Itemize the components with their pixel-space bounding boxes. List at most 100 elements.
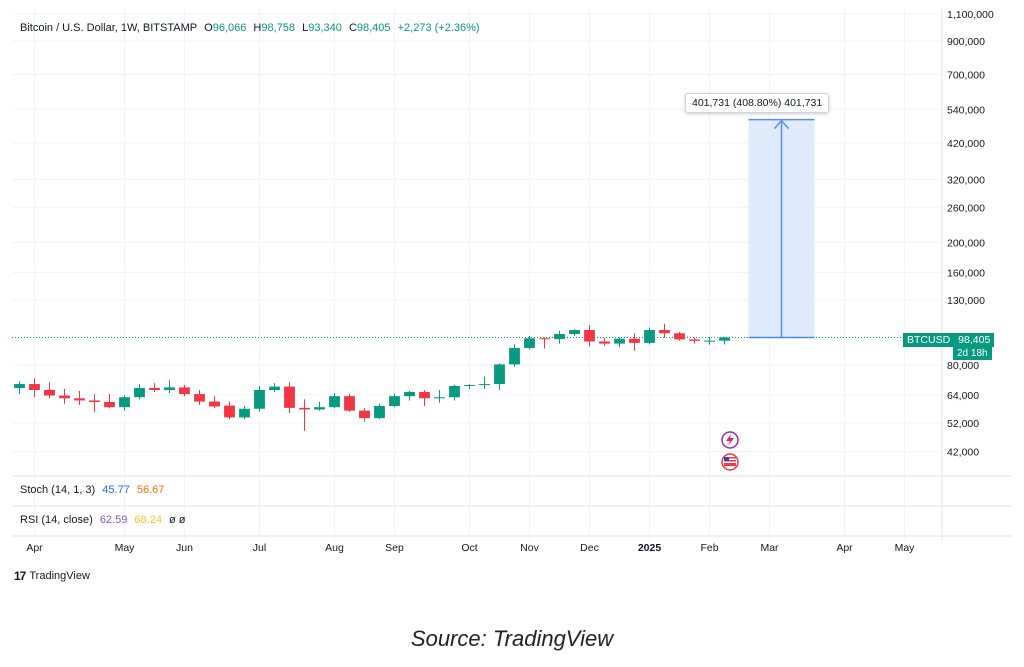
stoch-legend[interactable]: Stoch (14, 1, 3) 45.77 56.67 [20, 484, 168, 496]
candle [419, 389, 430, 407]
price-chart[interactable]: 1,100,000 900,000 700,000 540,000 420,000 320… [12, 8, 1012, 560]
candle [674, 331, 685, 341]
x-tick-label: Apr [836, 542, 853, 554]
candle [329, 393, 340, 409]
y-tick-label: 900,000 [947, 36, 985, 48]
candle-body [284, 386, 295, 408]
us-flag-event-icon[interactable] [721, 453, 739, 471]
candle-body [254, 389, 265, 409]
candle-body [554, 333, 565, 340]
x-tick-label: Dec [580, 542, 599, 554]
candle [209, 396, 220, 409]
candle-body [74, 398, 85, 401]
y-tick-label: 130,000 [947, 295, 985, 307]
chart-grid [12, 8, 942, 540]
x-tick-label: Feb [700, 542, 718, 554]
candle [89, 394, 100, 412]
candle [509, 344, 520, 367]
y-tick-label: 200,000 [947, 237, 985, 249]
y-tick-label: 42,000 [947, 447, 979, 459]
candle-body [209, 401, 220, 407]
candle-body [539, 338, 550, 340]
rsi-legend[interactable]: RSI (14, close) 62.59 68.24 ø ø [20, 514, 190, 526]
candle-body [119, 397, 130, 408]
candle [59, 388, 70, 404]
lightning-event-icon[interactable] [721, 431, 739, 449]
candle [179, 385, 190, 397]
y-tick-label: 80,000 [947, 360, 979, 372]
candle-body [359, 410, 370, 419]
candle-body [224, 405, 235, 418]
x-tick-label: Nov [520, 542, 539, 554]
candle [689, 337, 700, 344]
pane-separators [12, 8, 1012, 540]
candle-body [149, 387, 160, 390]
candle [164, 380, 175, 394]
candle-body [659, 330, 670, 334]
candle [104, 394, 115, 409]
candle [704, 336, 715, 345]
badge-price: 98,405 [958, 334, 991, 346]
candle [389, 394, 400, 408]
candle-body [704, 340, 715, 342]
candle [629, 333, 640, 351]
candle-countdown: 2d 18h [953, 347, 992, 360]
candle-body [239, 408, 250, 418]
ohlc-low: L93,340 [302, 22, 342, 34]
candlestick-series [14, 323, 730, 431]
candle [29, 378, 40, 398]
candle-body [344, 396, 355, 411]
candle [599, 338, 610, 346]
candle [464, 384, 475, 389]
candle [149, 383, 160, 393]
ohlc-close: C98,405 [348, 22, 391, 34]
candle-body [434, 397, 445, 399]
price-range-measure[interactable] [748, 118, 815, 339]
rsi-extra-values: ø ø [169, 514, 186, 526]
candle-body [419, 392, 430, 399]
candle-body [299, 407, 310, 410]
candle-body [479, 384, 490, 386]
candle [434, 389, 445, 403]
source-caption: Source: TradingView [410, 626, 614, 651]
measure-tooltip[interactable]: 401,731 (408.80%) 401,731 [685, 93, 830, 113]
candle-body [59, 395, 70, 399]
stoch-label: Stoch (14, 1, 3) [20, 484, 96, 496]
candle [479, 376, 490, 389]
candle [344, 394, 355, 412]
event-icons[interactable] [721, 431, 739, 471]
candle-body [89, 400, 100, 402]
y-tick-label: 1,100,000 [947, 9, 994, 21]
candle [719, 336, 730, 345]
candle-body [614, 338, 625, 344]
symbol-legend[interactable]: Bitcoin / U.S. Dollar, 1W, BITSTAMP O96,… [20, 22, 484, 34]
candle [584, 324, 595, 347]
candle-body [644, 330, 655, 343]
candle-body [719, 337, 730, 341]
y-tick-label: 320,000 [947, 174, 985, 186]
brand-name: TradingView [29, 570, 90, 582]
time-axis[interactable]: Apr May Jun Jul Aug Sep Oct Nov Dec 2025 Feb Mar Apr… [26, 542, 915, 554]
current-price-badge: BTCUSD 98,405 [903, 333, 995, 347]
candle-body [179, 387, 190, 395]
candle-body [269, 386, 280, 390]
y-tick-label: 700,000 [947, 70, 985, 82]
x-tick-label: May [895, 542, 916, 554]
candle-body [674, 333, 685, 340]
tradingview-brand[interactable]: 17 TradingView [14, 569, 90, 583]
candle [374, 403, 385, 420]
candle [74, 390, 85, 405]
y-tick-label: 540,000 [947, 104, 985, 116]
price-axis[interactable]: 1,100,000 900,000 700,000 540,000 420,000 320… [947, 9, 994, 459]
ohlc-high: H98,758 [253, 22, 296, 34]
candle-body [104, 401, 115, 408]
y-tick-label: 160,000 [947, 267, 985, 279]
y-tick-label: 52,000 [947, 418, 979, 430]
candle [134, 384, 145, 400]
candle [359, 408, 370, 422]
candle-body [389, 396, 400, 407]
x-tick-label: Jun [176, 542, 193, 554]
x-tick-label: Oct [461, 542, 477, 554]
tradingview-logo-icon: 17 [14, 569, 26, 583]
candle [524, 335, 535, 350]
